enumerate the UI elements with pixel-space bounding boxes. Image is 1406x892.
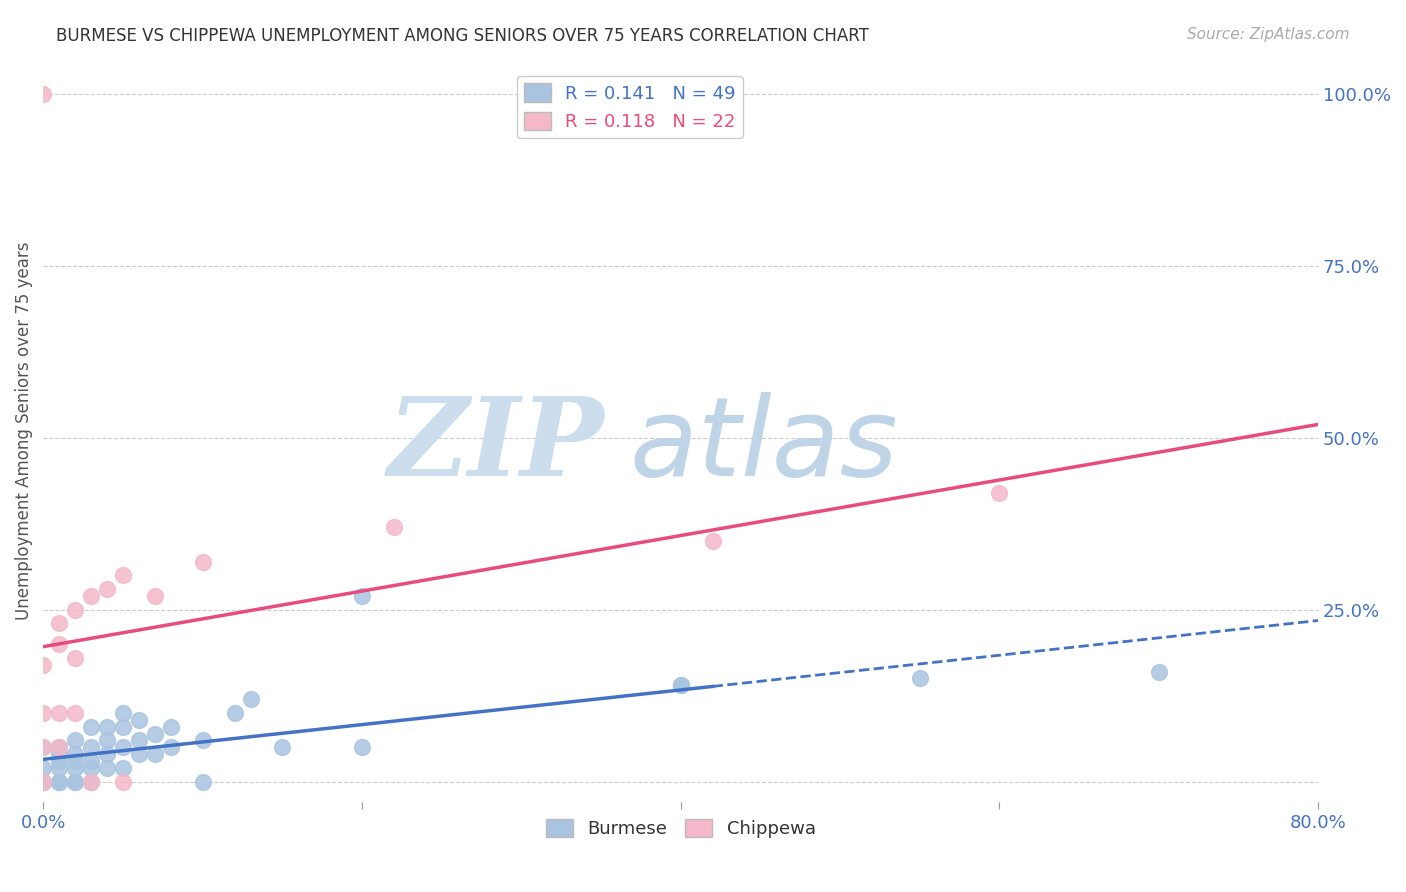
Point [32, 740, 55, 755]
Point [669, 678, 692, 692]
Point [32, 761, 55, 775]
Point [96, 747, 118, 761]
Point [65, 733, 87, 747]
Point [32, 774, 55, 789]
Point [80, 740, 103, 755]
Point [702, 533, 724, 548]
Point [988, 485, 1011, 500]
Point [143, 726, 166, 740]
Point [143, 747, 166, 761]
Point [669, 678, 692, 692]
Point [48, 706, 70, 720]
Point [191, 733, 214, 747]
Point [65, 706, 87, 720]
Point [128, 747, 150, 761]
Point [160, 720, 183, 734]
Point [48, 740, 70, 755]
Point [65, 754, 87, 768]
Point [32, 657, 55, 672]
Point [112, 761, 135, 775]
Point [48, 740, 70, 755]
Point [112, 774, 135, 789]
Point [191, 774, 214, 789]
Text: Source: ZipAtlas.com: Source: ZipAtlas.com [1187, 27, 1350, 42]
Point [48, 616, 70, 631]
Point [80, 761, 103, 775]
Point [65, 651, 87, 665]
Point [65, 774, 87, 789]
Point [112, 706, 135, 720]
Point [80, 720, 103, 734]
Point [32, 706, 55, 720]
Point [112, 740, 135, 755]
Point [352, 589, 374, 603]
Point [96, 582, 118, 596]
Text: ZIP: ZIP [388, 392, 605, 500]
Point [65, 774, 87, 789]
Point [32, 774, 55, 789]
Legend: Burmese, Chippewa: Burmese, Chippewa [538, 812, 823, 846]
Point [128, 733, 150, 747]
Point [48, 637, 70, 651]
Point [32, 774, 55, 789]
Point [80, 774, 103, 789]
Point [32, 740, 55, 755]
Y-axis label: Unemployment Among Seniors over 75 years: Unemployment Among Seniors over 75 years [15, 242, 32, 620]
Point [48, 774, 70, 789]
Point [48, 761, 70, 775]
Point [48, 774, 70, 789]
Point [80, 589, 103, 603]
Point [48, 774, 70, 789]
Point [382, 520, 405, 534]
Point [32, 774, 55, 789]
Point [128, 713, 150, 727]
Point [96, 720, 118, 734]
Text: atlas: atlas [630, 392, 898, 500]
Point [271, 740, 294, 755]
Point [80, 774, 103, 789]
Point [32, 87, 55, 101]
Point [160, 740, 183, 755]
Point [96, 761, 118, 775]
Point [908, 672, 931, 686]
Point [352, 740, 374, 755]
Point [48, 747, 70, 761]
Point [112, 568, 135, 582]
Point [1147, 665, 1170, 679]
Text: BURMESE VS CHIPPEWA UNEMPLOYMENT AMONG SENIORS OVER 75 YEARS CORRELATION CHART: BURMESE VS CHIPPEWA UNEMPLOYMENT AMONG S… [56, 27, 869, 45]
Point [239, 692, 262, 706]
Point [65, 603, 87, 617]
Point [112, 720, 135, 734]
Point [96, 733, 118, 747]
Point [80, 754, 103, 768]
Point [224, 706, 246, 720]
Point [191, 555, 214, 569]
Point [65, 761, 87, 775]
Point [65, 747, 87, 761]
Point [48, 754, 70, 768]
Point [143, 589, 166, 603]
